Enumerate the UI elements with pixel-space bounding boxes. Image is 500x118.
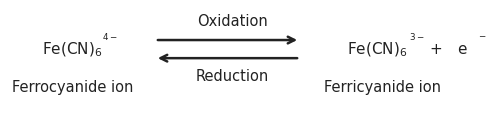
Text: $\mathregular{^{4-}}$: $\mathregular{^{4-}}$ (102, 34, 118, 46)
Text: $\mathregular{Fe(CN)_6}$: $\mathregular{Fe(CN)_6}$ (348, 40, 408, 59)
Text: $\mathregular{e}$: $\mathregular{e}$ (457, 42, 468, 57)
Text: Ferricyanide ion: Ferricyanide ion (324, 80, 441, 95)
Text: Reduction: Reduction (196, 69, 269, 84)
Text: Oxidation: Oxidation (197, 14, 268, 29)
Text: $\mathregular{^{-}}$: $\mathregular{^{-}}$ (478, 34, 486, 46)
Text: +: + (430, 42, 442, 57)
Text: Ferrocyanide ion: Ferrocyanide ion (12, 80, 133, 95)
Text: $\mathregular{^{3-}}$: $\mathregular{^{3-}}$ (409, 34, 425, 46)
Text: $\mathregular{Fe(CN)_6}$: $\mathregular{Fe(CN)_6}$ (42, 40, 102, 59)
